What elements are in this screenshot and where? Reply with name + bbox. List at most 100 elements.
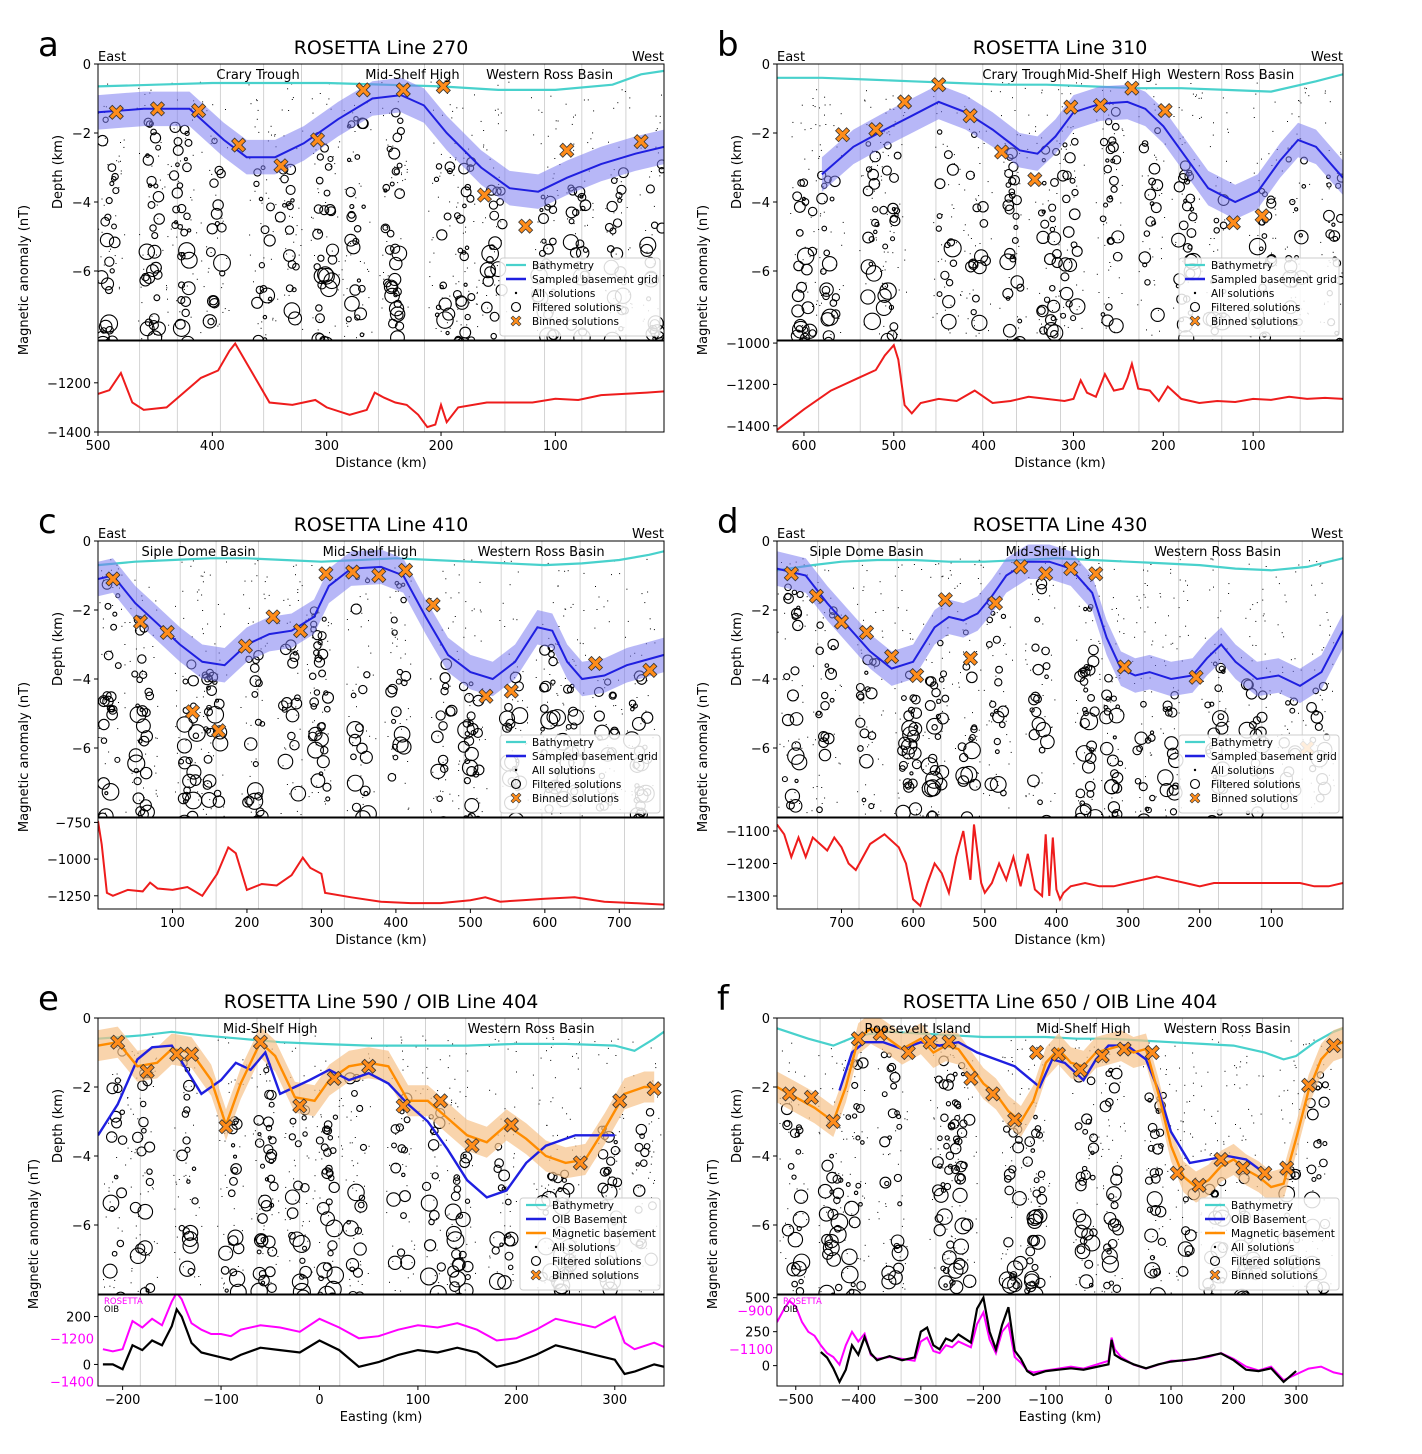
all-solution (1325, 122, 1327, 124)
region-label: Siple Dome Basin (809, 545, 923, 560)
filtered-solution (855, 682, 865, 692)
binned-solution-marker (1157, 103, 1173, 119)
all-solution (1061, 148, 1062, 150)
filtered-solution (977, 376, 984, 383)
filtered-solution (466, 711, 476, 721)
all-solution (645, 710, 647, 712)
filtered-solution (1031, 716, 1046, 732)
all-solution (144, 1172, 146, 1174)
all-solution (634, 683, 636, 685)
all-solution (1151, 754, 1153, 756)
all-solution (653, 728, 655, 730)
all-solution (114, 173, 116, 175)
filtered-solution (347, 210, 356, 219)
all-solution (815, 630, 817, 632)
all-solution (101, 231, 103, 233)
filtered-solution (888, 304, 895, 310)
all-solution (103, 264, 105, 266)
filtered-solution (263, 234, 276, 247)
all-solution (143, 268, 145, 270)
all-solution (348, 716, 350, 717)
all-solution (148, 196, 150, 198)
east-label: East (777, 527, 805, 542)
all-solution (1011, 288, 1012, 290)
filtered-solution (861, 797, 867, 803)
all-solution (1183, 590, 1185, 592)
all-solution (286, 784, 288, 785)
all-solution (334, 163, 336, 165)
all-solution (322, 279, 324, 281)
all-solution (205, 731, 207, 732)
filtered-solution (1000, 613, 1007, 620)
filtered-solution (138, 243, 156, 260)
all-solution (440, 153, 442, 155)
all-solution (1103, 303, 1105, 305)
depth-axes (98, 541, 664, 817)
all-solution (286, 187, 288, 189)
filtered-solution (291, 287, 297, 293)
filtered-solution (1248, 237, 1267, 256)
all-solution (257, 560, 259, 562)
all-solution (245, 696, 247, 698)
all-solution (835, 264, 837, 266)
all-solution (882, 636, 884, 638)
binned-solution-marker (884, 649, 900, 665)
all-solution (843, 232, 845, 234)
all-solution (1106, 696, 1108, 697)
filtered-solution (127, 754, 146, 773)
filtered-solution (117, 1135, 128, 1145)
filtered-solution (1104, 778, 1120, 795)
all-solution (631, 704, 633, 705)
filtered-solution (317, 229, 322, 234)
all-solution (357, 736, 359, 737)
all-solution (316, 785, 318, 787)
all-solution (906, 291, 907, 293)
binned-solution-marker (962, 108, 978, 124)
all-solution (284, 747, 286, 749)
all-solution (593, 110, 595, 112)
all-solution (902, 216, 904, 218)
all-solution (226, 561, 227, 563)
filtered-solution (801, 196, 807, 202)
all-solution (217, 604, 219, 605)
all-solution (954, 587, 956, 589)
all-solution (587, 224, 588, 226)
all-solution (401, 174, 402, 176)
all-solution (118, 1217, 120, 1219)
filtered-solution (1010, 357, 1021, 368)
y-tick-label: −1000 (726, 337, 770, 352)
filtered-solution (1099, 137, 1109, 147)
filtered-solution (576, 393, 580, 397)
filtered-solution (999, 253, 1017, 271)
all-solution (282, 707, 283, 708)
all-solution (1154, 622, 1156, 624)
all-solution (991, 721, 993, 723)
all-solution (257, 109, 259, 111)
all-solution (823, 211, 825, 213)
all-solution (573, 143, 575, 145)
all-solution (1120, 202, 1122, 204)
filtered-solution (181, 1110, 190, 1118)
all-solution (1209, 589, 1211, 591)
filtered-solution (345, 186, 356, 198)
filtered-solution (227, 1229, 244, 1246)
all-solution (1063, 176, 1065, 177)
filtered-solution (924, 700, 936, 711)
filtered-solution (859, 826, 871, 838)
filtered-solution (1288, 929, 1300, 941)
all-solution (449, 104, 451, 106)
filtered-solution (1182, 243, 1193, 253)
filtered-solution (882, 243, 889, 250)
all-solution (976, 735, 978, 737)
filtered-solution (182, 791, 192, 801)
all-solution (1115, 676, 1117, 678)
y-tick-label: −2 (72, 127, 91, 142)
filtered-solution (909, 694, 918, 702)
all-solution (777, 593, 779, 595)
filtered-solution (132, 792, 145, 805)
all-solution (300, 245, 302, 246)
all-solution (161, 335, 163, 337)
all-solution (120, 170, 122, 172)
filtered-solution (206, 705, 225, 724)
filtered-solution (816, 411, 826, 421)
